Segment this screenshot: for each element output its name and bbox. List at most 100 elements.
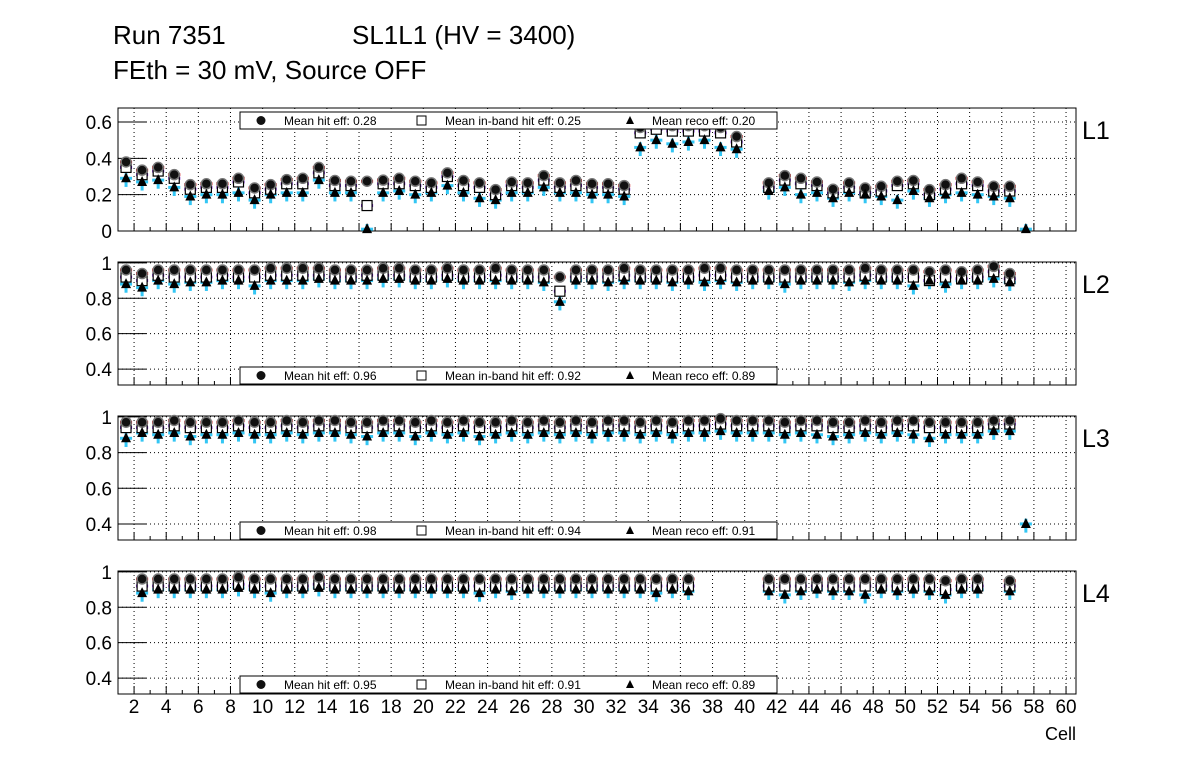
hit-circle-marker bbox=[875, 264, 888, 276]
y-tick-label: 0.6 bbox=[86, 325, 112, 346]
hit-circle-marker bbox=[505, 414, 518, 427]
cell-49-points bbox=[891, 414, 904, 442]
hit-circle-marker bbox=[345, 264, 357, 276]
cell-7-points bbox=[216, 264, 229, 290]
cell-7-points bbox=[216, 178, 229, 204]
hit-circle-marker bbox=[570, 174, 582, 187]
hit-circle-marker bbox=[248, 573, 261, 585]
x-tick-label: 40 bbox=[734, 697, 755, 718]
hit-circle-marker bbox=[538, 414, 550, 427]
hit-circle-marker bbox=[827, 264, 839, 276]
hit-circle-marker bbox=[425, 264, 438, 276]
legend-hit-label: Mean hit eff: 0.95 bbox=[284, 678, 377, 692]
reco-triangle-marker bbox=[201, 428, 212, 439]
cell-47-points bbox=[859, 262, 872, 290]
hit-circle-marker bbox=[361, 264, 373, 276]
reco-triangle-marker bbox=[1004, 425, 1015, 436]
hit-circle-marker bbox=[473, 177, 486, 189]
hit-circle-marker bbox=[618, 573, 630, 585]
cell-22-points bbox=[457, 573, 470, 599]
reco-triangle-marker bbox=[458, 583, 469, 594]
legend-reco-label: Mean reco eff: 0.89 bbox=[652, 678, 756, 692]
hit-circle-marker bbox=[730, 130, 743, 143]
reco-triangle-marker bbox=[956, 428, 967, 439]
cell-25-points bbox=[505, 573, 518, 600]
cell-16-points bbox=[361, 175, 374, 234]
reco-triangle-marker bbox=[554, 428, 565, 439]
reco-triangle-marker bbox=[844, 276, 855, 287]
x-tick-label: 28 bbox=[541, 697, 562, 718]
y-tick-label: 0.8 bbox=[86, 598, 112, 619]
reco-triangle-marker bbox=[394, 185, 405, 196]
hit-circle-marker bbox=[907, 573, 920, 585]
reco-triangle-marker bbox=[281, 274, 292, 285]
reco-triangle-marker bbox=[490, 428, 501, 439]
hit-circle-marker bbox=[811, 573, 823, 585]
cell-20-points bbox=[425, 414, 438, 442]
cell-53-points bbox=[955, 172, 968, 202]
legend-box bbox=[239, 675, 778, 694]
hit-circle-marker bbox=[586, 573, 598, 585]
reco-triangle-marker bbox=[603, 188, 614, 199]
hit-circle-marker bbox=[409, 416, 422, 428]
cell-34-points bbox=[650, 573, 663, 602]
hit-circle-marker bbox=[441, 573, 454, 585]
hit-circle-marker bbox=[955, 416, 968, 428]
reco-triangle-marker bbox=[249, 583, 260, 594]
hit-circle-marker bbox=[329, 414, 341, 427]
legend-reco-marker bbox=[626, 526, 634, 534]
reco-triangle-marker bbox=[522, 583, 533, 594]
cell-32-points bbox=[618, 414, 631, 442]
reco-triangle-marker bbox=[860, 274, 871, 285]
cell-23-points bbox=[473, 416, 486, 446]
hit-circle-marker bbox=[650, 573, 663, 585]
cell-56-points bbox=[1003, 267, 1016, 291]
cell-16-points bbox=[361, 573, 374, 599]
cell-34-points bbox=[650, 414, 663, 442]
cell-18-points bbox=[393, 573, 406, 599]
cell-33-points bbox=[634, 573, 647, 599]
cell-32-points bbox=[618, 179, 631, 206]
hit-circle-marker bbox=[666, 264, 679, 276]
cell-51-points bbox=[923, 183, 936, 207]
cell-1-points bbox=[120, 156, 133, 187]
cell-53-points bbox=[955, 265, 968, 290]
cell-23-points bbox=[473, 573, 486, 602]
reco-triangle-marker bbox=[345, 186, 356, 197]
cell-44-points bbox=[810, 176, 824, 202]
hit-circle-marker bbox=[280, 262, 293, 274]
reco-triangle-marker bbox=[731, 143, 742, 154]
reco-triangle-marker bbox=[137, 587, 148, 598]
reco-triangle-marker bbox=[876, 190, 887, 201]
hit-circle-marker bbox=[152, 573, 164, 585]
hit-circle-marker bbox=[987, 260, 1000, 273]
hit-circle-marker bbox=[666, 416, 679, 428]
reco-triangle-marker bbox=[313, 174, 324, 185]
reco-triangle-marker bbox=[554, 295, 565, 306]
y-tick-label: 0.4 bbox=[86, 360, 113, 381]
cell-36-points bbox=[682, 264, 695, 290]
cell-17-points bbox=[377, 573, 390, 599]
legend-reco-label: Mean reco eff: 0.89 bbox=[652, 369, 756, 383]
cell-34-points bbox=[650, 264, 663, 290]
reco-triangle-marker bbox=[329, 583, 340, 594]
chamber-title: SL1L1 (HV = 3400) bbox=[352, 20, 575, 50]
x-tick-label: 26 bbox=[509, 697, 530, 718]
hit-circle-marker bbox=[955, 573, 968, 585]
reco-triangle-marker bbox=[795, 188, 806, 199]
cell-41-points bbox=[762, 414, 775, 442]
reco-triangle-marker bbox=[876, 583, 887, 594]
reco-triangle-marker bbox=[506, 186, 517, 197]
cell-25-points bbox=[505, 264, 518, 290]
cell-37-points bbox=[698, 262, 711, 291]
reco-triangle-marker bbox=[988, 272, 999, 283]
reco-triangle-marker bbox=[763, 426, 774, 437]
reco-triangle-marker bbox=[988, 190, 999, 201]
reco-triangle-marker bbox=[683, 135, 694, 146]
hit-circle-marker bbox=[955, 172, 968, 185]
hit-circle-marker bbox=[280, 573, 293, 585]
hit-circle-marker bbox=[730, 264, 743, 276]
conditions-title: FEth = 30 mV, Source OFF bbox=[113, 55, 426, 85]
reco-triangle-marker bbox=[313, 272, 324, 283]
